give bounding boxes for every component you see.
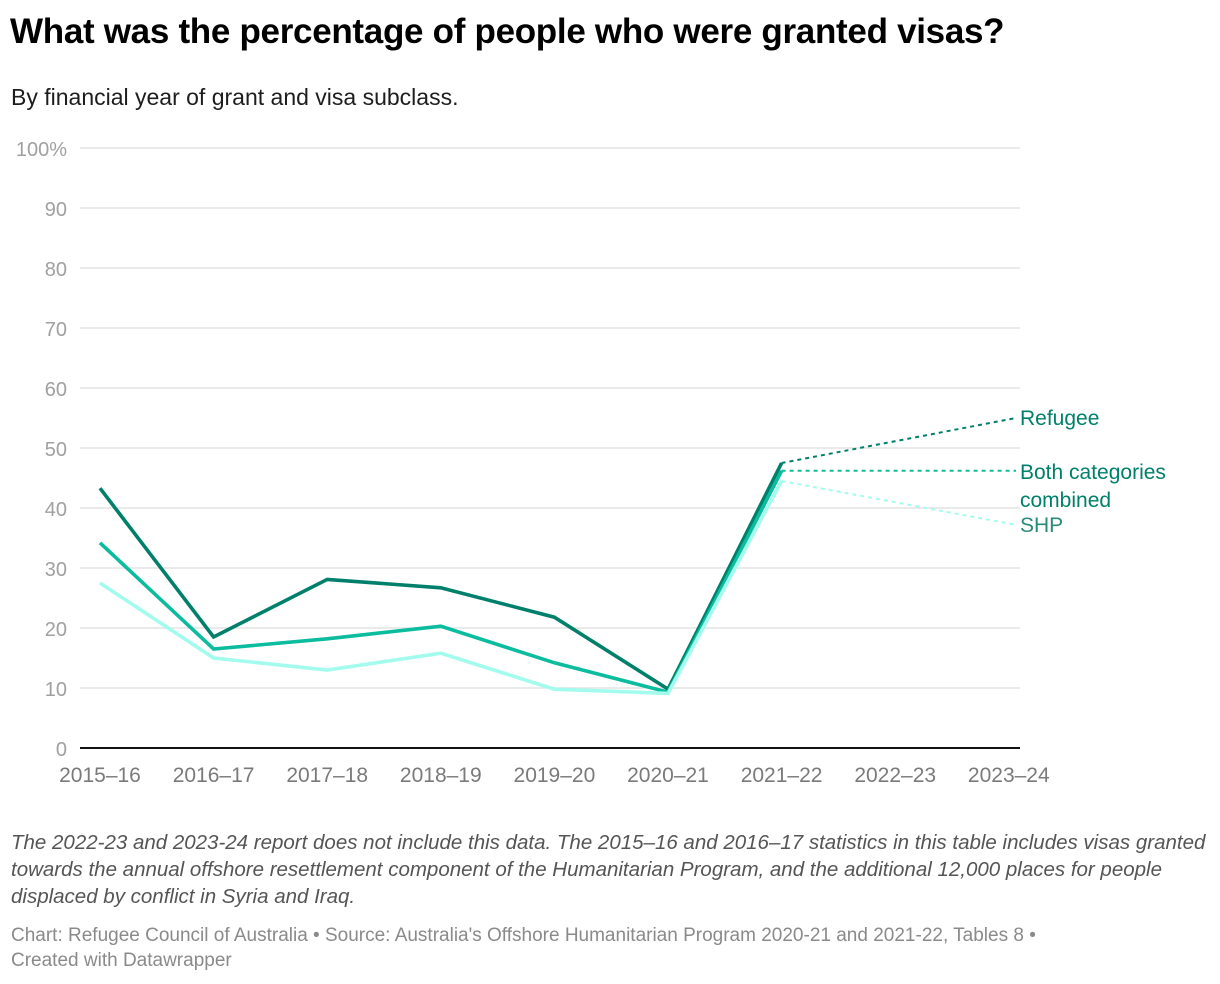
x-tick-label: 2021–22 (741, 764, 823, 787)
label-connectors (781, 417, 1017, 526)
chart-notes: The 2022-23 and 2023-24 report does not … (11, 831, 1206, 908)
gridlines (80, 147, 1020, 689)
y-tick-label: 0 (56, 739, 67, 761)
x-axis-ticks: 2015–16 2016–17 2017–18 2018–19 2019–20 2020–… (59, 764, 1050, 787)
y-tick-label: 40 (45, 499, 67, 521)
y-tick-label: 20 (45, 619, 67, 641)
y-tick-label: 60 (45, 379, 67, 401)
x-tick-label: 2016–17 (173, 764, 255, 787)
label-connector (781, 417, 1017, 464)
y-tick-label: 100% (16, 139, 67, 161)
x-tick-label: 2022–23 (854, 764, 936, 787)
x-tick-label: 2017–18 (286, 764, 368, 787)
chart-footer: Chart: Refugee Council of Australia • So… (11, 923, 1216, 973)
datawrapper-credit: Created with Datawrapper (11, 950, 232, 971)
series-label-combined: Both categories combined (1020, 461, 1166, 512)
y-tick-label: 10 (45, 679, 67, 701)
series-lines (98, 462, 784, 696)
x-tick-label: 2020–21 (627, 764, 709, 787)
y-tick-label: 90 (45, 199, 67, 221)
x-tick-label: 2018–19 (400, 764, 482, 787)
series-label-shp: SHP (1020, 514, 1063, 537)
x-tick-label: 2023–24 (968, 764, 1050, 787)
series-line-shp (99, 480, 784, 696)
chart-title: What was the percentage of people who we… (10, 12, 1005, 51)
series-label-refugee: Refugee (1020, 407, 1099, 430)
y-tick-label: 80 (45, 259, 67, 281)
series-line-both-categories-combined (98, 469, 784, 695)
y-tick-label: 70 (45, 319, 67, 341)
label-connector (781, 480, 1017, 526)
x-tick-label: 2019–20 (514, 764, 596, 787)
chart-subtitle: By financial year of grant and visa subc… (11, 84, 459, 110)
y-tick-label: 50 (45, 439, 67, 461)
x-tick-label: 2015–16 (59, 764, 141, 787)
y-tick-label: 30 (45, 559, 67, 581)
source-credit: Chart: Refugee Council of Australia • So… (11, 925, 1036, 946)
y-axis-ticks: 0 10 20 30 40 50 60 70 80 90 100% (16, 139, 67, 761)
series-line-refugee (98, 462, 784, 692)
